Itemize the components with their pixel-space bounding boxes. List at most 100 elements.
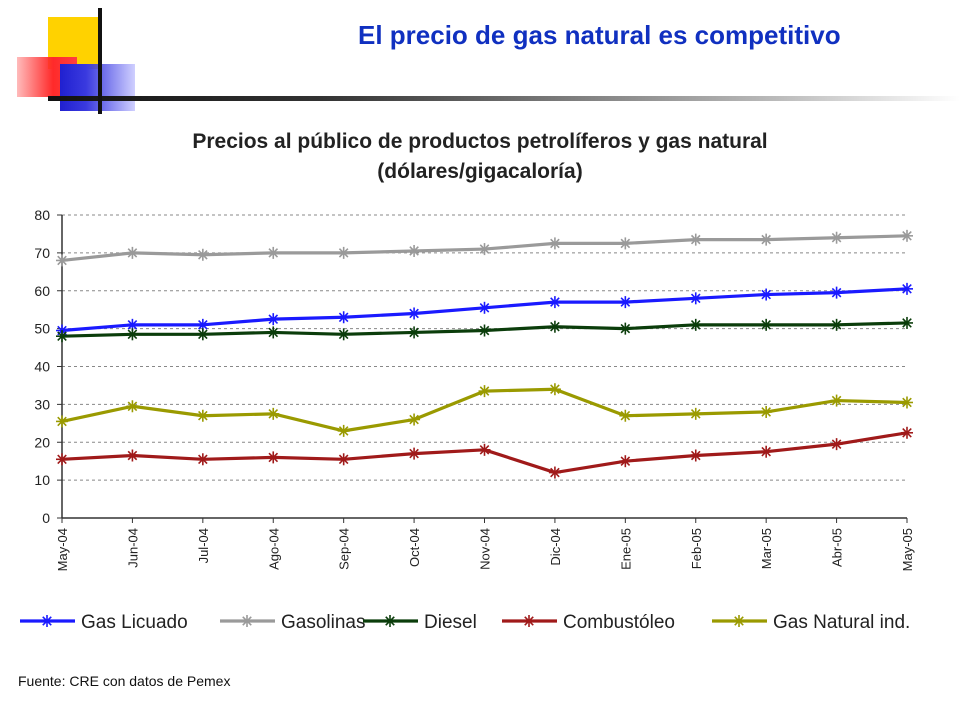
data-point-diesel <box>619 322 632 335</box>
data-point-combustoleo <box>478 443 491 456</box>
data-point-gas-natural-ind <box>408 413 421 426</box>
data-point-gasolinas <box>478 243 491 256</box>
data-point-gas-natural-ind <box>901 396 913 409</box>
y-tick-label: 40 <box>34 359 50 375</box>
data-point-combustoleo <box>196 453 209 466</box>
data-point-gas-natural-ind <box>267 407 280 420</box>
x-tick-label: May-05 <box>900 528 915 571</box>
legend-label-combustoleo: Combustóleo <box>563 612 675 633</box>
data-point-diesel <box>56 330 68 343</box>
data-point-diesel <box>267 326 280 339</box>
data-point-gas-licuado <box>830 286 843 299</box>
data-point-gasolinas <box>267 246 280 259</box>
data-point-gas-licuado <box>337 311 350 324</box>
y-tick-label: 70 <box>34 245 50 261</box>
y-tick-label: 50 <box>34 321 50 337</box>
y-tick-label: 30 <box>34 396 50 412</box>
x-tick-label: Ago-04 <box>266 528 281 570</box>
data-point-diesel <box>337 328 350 341</box>
data-point-combustoleo <box>901 426 913 439</box>
data-point-gas-licuado <box>478 301 491 314</box>
data-point-gas-natural-ind <box>337 424 350 437</box>
data-point-gas-natural-ind <box>760 405 773 418</box>
data-point-gasolinas <box>196 248 209 261</box>
data-point-diesel <box>760 318 773 331</box>
data-point-gasolinas <box>830 231 843 244</box>
data-point-gas-natural-ind <box>478 385 491 398</box>
x-tick-label: Sep-04 <box>337 528 352 570</box>
data-point-gas-licuado <box>901 282 913 295</box>
data-point-gas-natural-ind <box>830 394 843 407</box>
data-point-gas-natural-ind <box>196 409 209 422</box>
x-tick-label: Abr-05 <box>830 528 845 567</box>
data-point-combustoleo <box>548 466 561 479</box>
legend-label-gas-licuado: Gas Licuado <box>81 612 188 633</box>
data-point-combustoleo <box>830 438 843 451</box>
data-point-diesel <box>830 318 843 331</box>
data-point-combustoleo <box>337 453 350 466</box>
x-tick-label: May-04 <box>55 528 70 571</box>
data-point-combustoleo <box>760 445 773 458</box>
data-point-diesel <box>478 324 491 337</box>
data-point-diesel <box>126 328 139 341</box>
legend-label-gas-natural-ind: Gas Natural ind. <box>773 612 910 633</box>
data-point-gas-licuado <box>408 307 421 320</box>
data-point-gas-natural-ind <box>56 415 68 428</box>
data-point-gas-licuado <box>760 288 773 301</box>
data-point-diesel <box>408 326 421 339</box>
legend-marker-gas-natural-ind <box>733 615 745 627</box>
x-tick-label: Jun-04 <box>125 528 140 568</box>
slide-logo <box>0 0 140 120</box>
data-point-gasolinas <box>689 233 702 246</box>
chart-title: Precios al público de productos petrolíf… <box>192 130 767 153</box>
data-point-diesel <box>196 328 209 341</box>
data-point-gas-licuado <box>619 296 632 309</box>
data-point-gas-licuado <box>548 296 561 309</box>
data-point-gas-licuado <box>267 313 280 326</box>
data-point-combustoleo <box>408 447 421 460</box>
data-point-gasolinas <box>408 244 421 257</box>
data-point-gasolinas <box>901 229 913 242</box>
y-tick-label: 0 <box>42 510 50 526</box>
data-point-gas-licuado <box>689 292 702 305</box>
x-tick-label: Jul-04 <box>196 528 211 563</box>
x-tick-label: Ene-05 <box>618 528 633 570</box>
data-point-combustoleo <box>56 453 68 466</box>
data-point-gas-natural-ind <box>548 383 561 396</box>
legend-marker-gasolinas <box>241 615 253 627</box>
data-point-gas-natural-ind <box>689 407 702 420</box>
data-point-gas-natural-ind <box>126 400 139 413</box>
legend-marker-combustoleo <box>523 615 535 627</box>
data-point-gasolinas <box>126 246 139 259</box>
data-point-gas-natural-ind <box>619 409 632 422</box>
legend-label-gasolinas: Gasolinas <box>281 612 366 633</box>
x-tick-label: Nov-04 <box>478 528 493 570</box>
logo-vertical-rule <box>98 8 102 114</box>
data-point-combustoleo <box>126 449 139 462</box>
header-rule <box>48 96 960 101</box>
x-tick-label: Mar-05 <box>759 528 774 569</box>
x-tick-label: Dic-04 <box>548 528 563 566</box>
y-tick-label: 20 <box>34 434 50 450</box>
y-tick-label: 80 <box>34 207 50 223</box>
data-point-gasolinas <box>337 246 350 259</box>
x-tick-label: Feb-05 <box>689 528 704 569</box>
line-chart: Precios al público de productos petrolíf… <box>20 130 915 633</box>
data-point-diesel <box>689 318 702 331</box>
data-point-diesel <box>548 320 561 333</box>
data-point-gasolinas <box>619 237 632 250</box>
data-point-gasolinas <box>760 233 773 246</box>
legend-label-diesel: Diesel <box>424 612 477 633</box>
data-point-combustoleo <box>689 449 702 462</box>
chart-subtitle: (dólares/gigacaloría) <box>377 160 582 183</box>
data-point-combustoleo <box>619 455 632 468</box>
logo-blue-square <box>60 64 135 111</box>
legend-marker-diesel <box>384 615 396 627</box>
y-tick-label: 10 <box>34 472 50 488</box>
data-point-diesel <box>901 316 913 329</box>
data-point-gas-licuado <box>126 318 139 331</box>
source-note: Fuente: CRE con datos de Pemex <box>18 673 231 689</box>
slide-title: El precio de gas natural es competitivo <box>358 20 841 50</box>
x-tick-label: Oct-04 <box>407 528 422 567</box>
legend-marker-gas-licuado <box>41 615 53 627</box>
